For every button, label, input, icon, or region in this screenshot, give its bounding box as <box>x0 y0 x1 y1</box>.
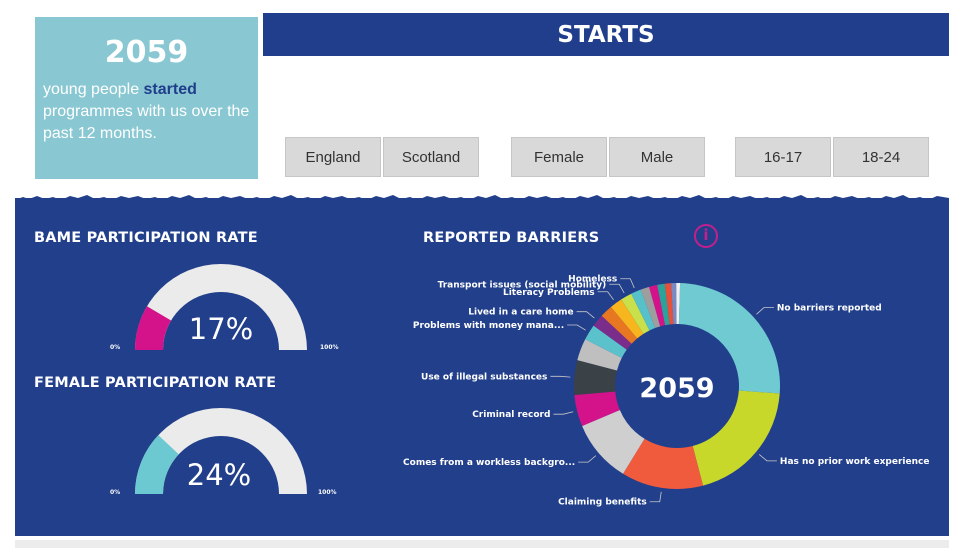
slicer-18-24[interactable]: 18-24 <box>833 137 929 177</box>
summary-text-highlight: started <box>143 81 197 98</box>
summary-card: 2059 young people started programmes wit… <box>35 17 258 179</box>
main-panel <box>15 198 949 536</box>
female-gauge <box>135 408 307 494</box>
slicer-male[interactable]: Male <box>609 137 705 177</box>
bame-gauge-fill <box>135 306 172 350</box>
info-icon[interactable]: i <box>694 224 718 248</box>
barriers-title: REPORTED BARRIERS <box>423 230 600 246</box>
bame-gauge-max: 100% <box>320 344 339 351</box>
female-gauge-track <box>135 408 307 494</box>
female-title: FEMALE PARTICIPATION RATE <box>34 375 277 391</box>
bottom-strip <box>15 540 949 548</box>
summary-text-prefix: young people <box>43 81 144 98</box>
female-gauge-fill <box>135 435 179 494</box>
age-slicer: 16-17 18-24 <box>735 137 929 177</box>
female-gauge-min: 0% <box>110 489 121 496</box>
summary-text: young people started programmes with us … <box>43 79 253 145</box>
bame-gauge-value: 17% <box>188 312 254 346</box>
bame-gauge-track <box>135 264 307 350</box>
bame-title: BAME PARTICIPATION RATE <box>34 230 258 246</box>
bame-gauge <box>135 264 307 350</box>
female-gauge-value: 24% <box>186 458 252 492</box>
slicer-female[interactable]: Female <box>511 137 607 177</box>
bame-gauge-min: 0% <box>110 344 121 351</box>
slicer-16-17[interactable]: 16-17 <box>735 137 831 177</box>
page-title: STARTS <box>263 13 949 56</box>
summary-text-suffix: programmes with us over the past 12 mont… <box>43 103 250 142</box>
female-gauge-max: 100% <box>318 489 337 496</box>
region-slicer: England Scotland <box>285 137 479 177</box>
slicer-england[interactable]: England <box>285 137 381 177</box>
gender-slicer: Female Male <box>511 137 705 177</box>
slicer-scotland[interactable]: Scotland <box>383 137 479 177</box>
summary-count: 2059 <box>104 35 189 70</box>
